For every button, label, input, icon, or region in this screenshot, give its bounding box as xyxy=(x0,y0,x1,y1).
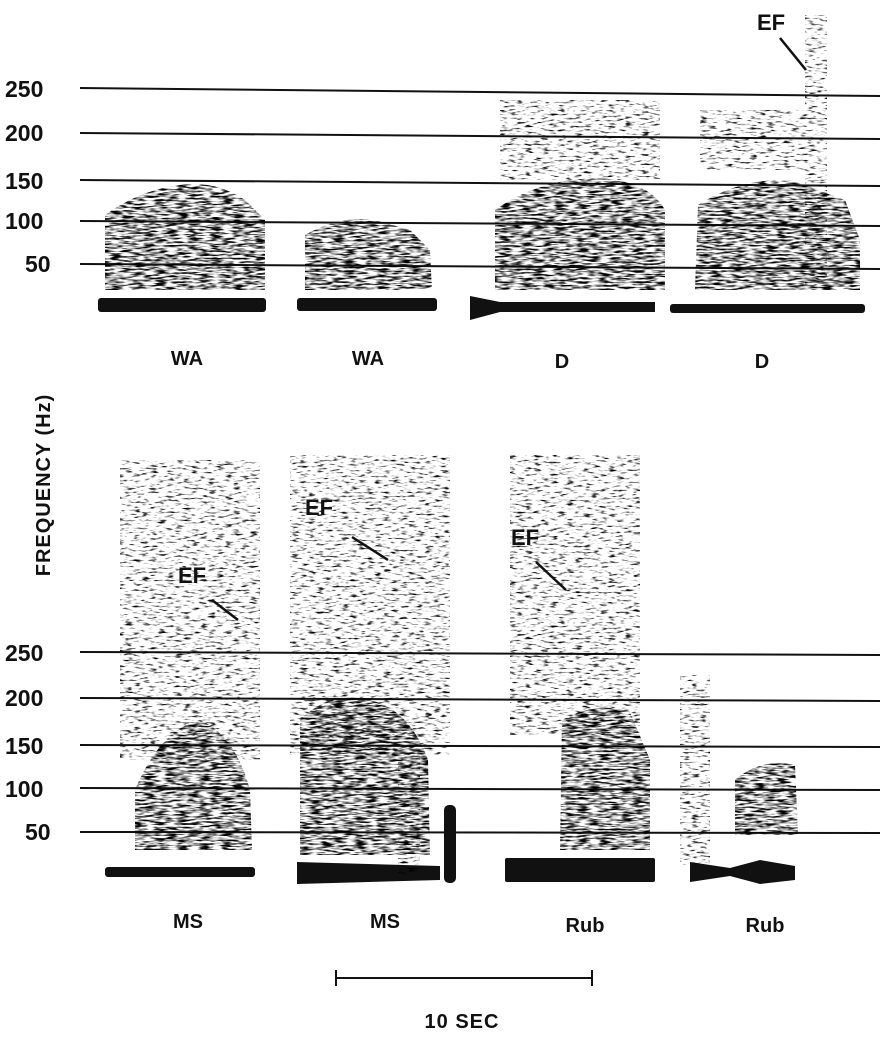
segment-label-wa-2: WA xyxy=(352,348,384,370)
ef-label: EF xyxy=(757,10,785,35)
segment-rub-1-energy xyxy=(560,707,650,850)
top-high-frequency-speckle xyxy=(500,15,827,285)
top-tick-labels: 250 200 150 100 50 xyxy=(5,76,51,277)
segment-label-ms-1: MS xyxy=(173,911,203,933)
ef-pointer xyxy=(535,561,567,591)
tick-250-bottom: 250 xyxy=(5,640,43,666)
segment-d-2-energy xyxy=(695,179,860,290)
y-axis-label: FREQUENCY (Hz) xyxy=(33,394,55,577)
ef-pointer xyxy=(351,535,389,562)
tick-50-bottom: 50 xyxy=(25,819,51,845)
tick-100-bottom: 100 xyxy=(5,776,43,802)
ef-annotation-top: EF xyxy=(757,10,807,71)
ef-label: EF xyxy=(178,563,206,588)
ef-pointer xyxy=(211,599,239,621)
time-scale-bar: 10 SEC xyxy=(335,970,593,1033)
segment-label-d-2: D xyxy=(755,351,769,373)
ef-annotation-ms-2: EF xyxy=(305,495,389,562)
tick-200: 200 xyxy=(5,120,43,146)
top-panel: 250 200 150 100 50 EF xyxy=(5,10,881,373)
bottom-segment-labels: MS MS Rub Rub xyxy=(173,911,784,937)
time-scale-label: 10 SEC xyxy=(425,1011,500,1033)
top-segment-labels: WA WA D D xyxy=(171,348,769,373)
tick-150: 150 xyxy=(5,168,43,194)
segment-wa-2-energy xyxy=(305,219,432,290)
segment-rub-2-energy xyxy=(735,763,798,835)
segment-d-1-energy xyxy=(495,178,665,290)
tick-200-bottom: 200 xyxy=(5,685,43,711)
segment-label-ms-2: MS xyxy=(370,911,400,933)
ef-label: EF xyxy=(305,495,333,520)
segment-label-d-1: D xyxy=(555,351,569,373)
tick-150-bottom: 150 xyxy=(5,733,43,759)
top-baseline-traces xyxy=(98,296,865,320)
tick-50: 50 xyxy=(25,251,51,277)
ef-annotation-ms-1: EF xyxy=(178,563,239,621)
ef-label: EF xyxy=(511,525,539,550)
segment-label-rub-2: Rub xyxy=(746,915,785,937)
top-spectral-energy xyxy=(105,178,860,290)
segment-label-wa-1: WA xyxy=(171,348,203,370)
ef-pointer xyxy=(779,37,807,71)
tick-250: 250 xyxy=(5,76,43,102)
tick-100: 100 xyxy=(5,208,43,234)
bottom-tick-labels: 250 200 150 100 50 xyxy=(5,640,51,845)
segment-label-rub-1: Rub xyxy=(566,915,605,937)
bottom-panel: 250 200 150 100 50 xyxy=(5,455,881,937)
bottom-high-frequency-speckle xyxy=(120,455,710,875)
ef-annotation-rub: EF xyxy=(511,525,567,591)
segment-wa-1-energy xyxy=(105,184,265,290)
